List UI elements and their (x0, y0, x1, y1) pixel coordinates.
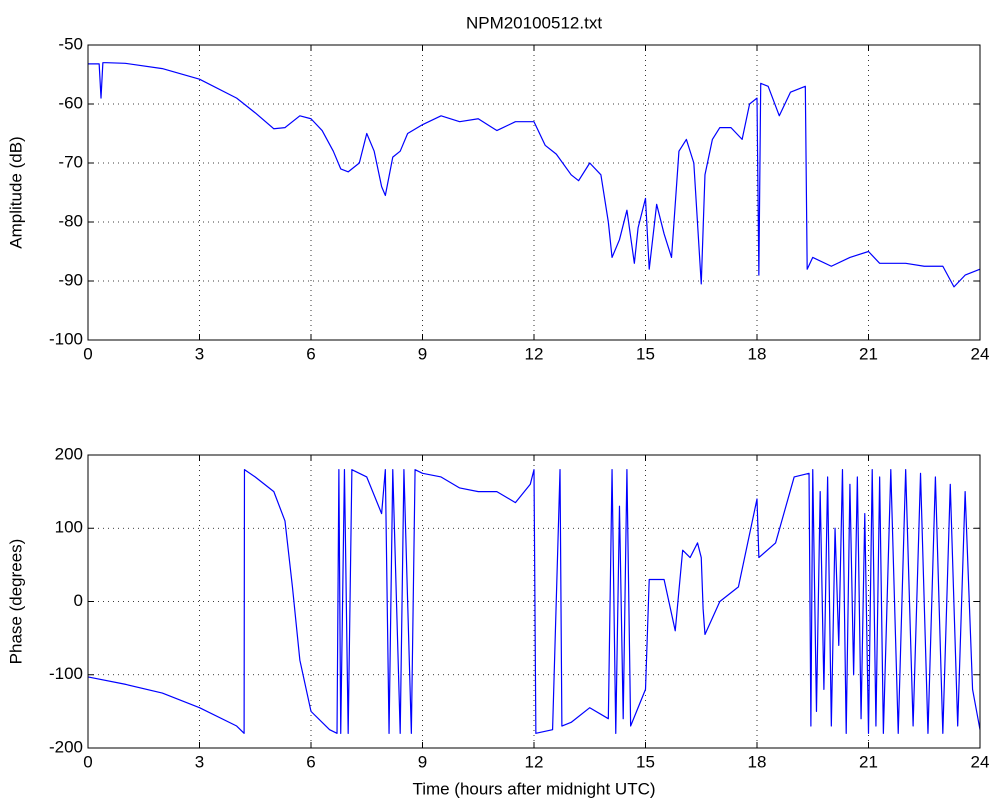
y-tick-label: -60 (58, 93, 83, 112)
x-tick-label: 24 (971, 344, 990, 363)
x-tick-label: 3 (195, 752, 204, 771)
x-tick-label: 9 (418, 752, 427, 771)
x-tick-label: 9 (418, 344, 427, 363)
chart-title: NPM20100512.txt (466, 13, 602, 32)
x-tick-label: 0 (83, 752, 92, 771)
y-tick-label: 100 (55, 518, 83, 537)
y-tick-label: -70 (58, 152, 83, 171)
y-axis-label: Amplitude (dB) (6, 136, 25, 248)
y-tick-label: -90 (58, 270, 83, 289)
x-tick-label: 15 (636, 752, 655, 771)
x-tick-label: 0 (83, 344, 92, 363)
axes-frame (87, 454, 981, 749)
x-tick-label: 24 (971, 752, 990, 771)
x-tick-label: 21 (859, 344, 878, 363)
x-tick-label: 18 (748, 344, 767, 363)
x-tick-label: 6 (306, 752, 315, 771)
axes-frame (87, 44, 981, 341)
x-tick-label: 21 (859, 752, 878, 771)
y-tick-label: -100 (49, 664, 83, 683)
y-tick-label: -200 (49, 737, 83, 756)
y-tick-label: -80 (58, 211, 83, 230)
x-tick-label: 12 (525, 752, 544, 771)
data-line (88, 62, 981, 288)
x-tick-label: 12 (525, 344, 544, 363)
x-tick-label: 15 (636, 344, 655, 363)
x-axis-label: Time (hours after midnight UTC) (412, 779, 655, 798)
y-tick-label: -50 (58, 34, 83, 53)
y-tick-label: 0 (74, 591, 83, 610)
x-tick-label: 6 (306, 344, 315, 363)
y-axis-label: Phase (degrees) (6, 539, 25, 665)
x-tick-label: 18 (748, 752, 767, 771)
y-tick-label: 200 (55, 444, 83, 463)
data-line (87, 469, 981, 734)
y-tick-label: -100 (49, 329, 83, 348)
x-tick-label: 3 (195, 344, 204, 363)
